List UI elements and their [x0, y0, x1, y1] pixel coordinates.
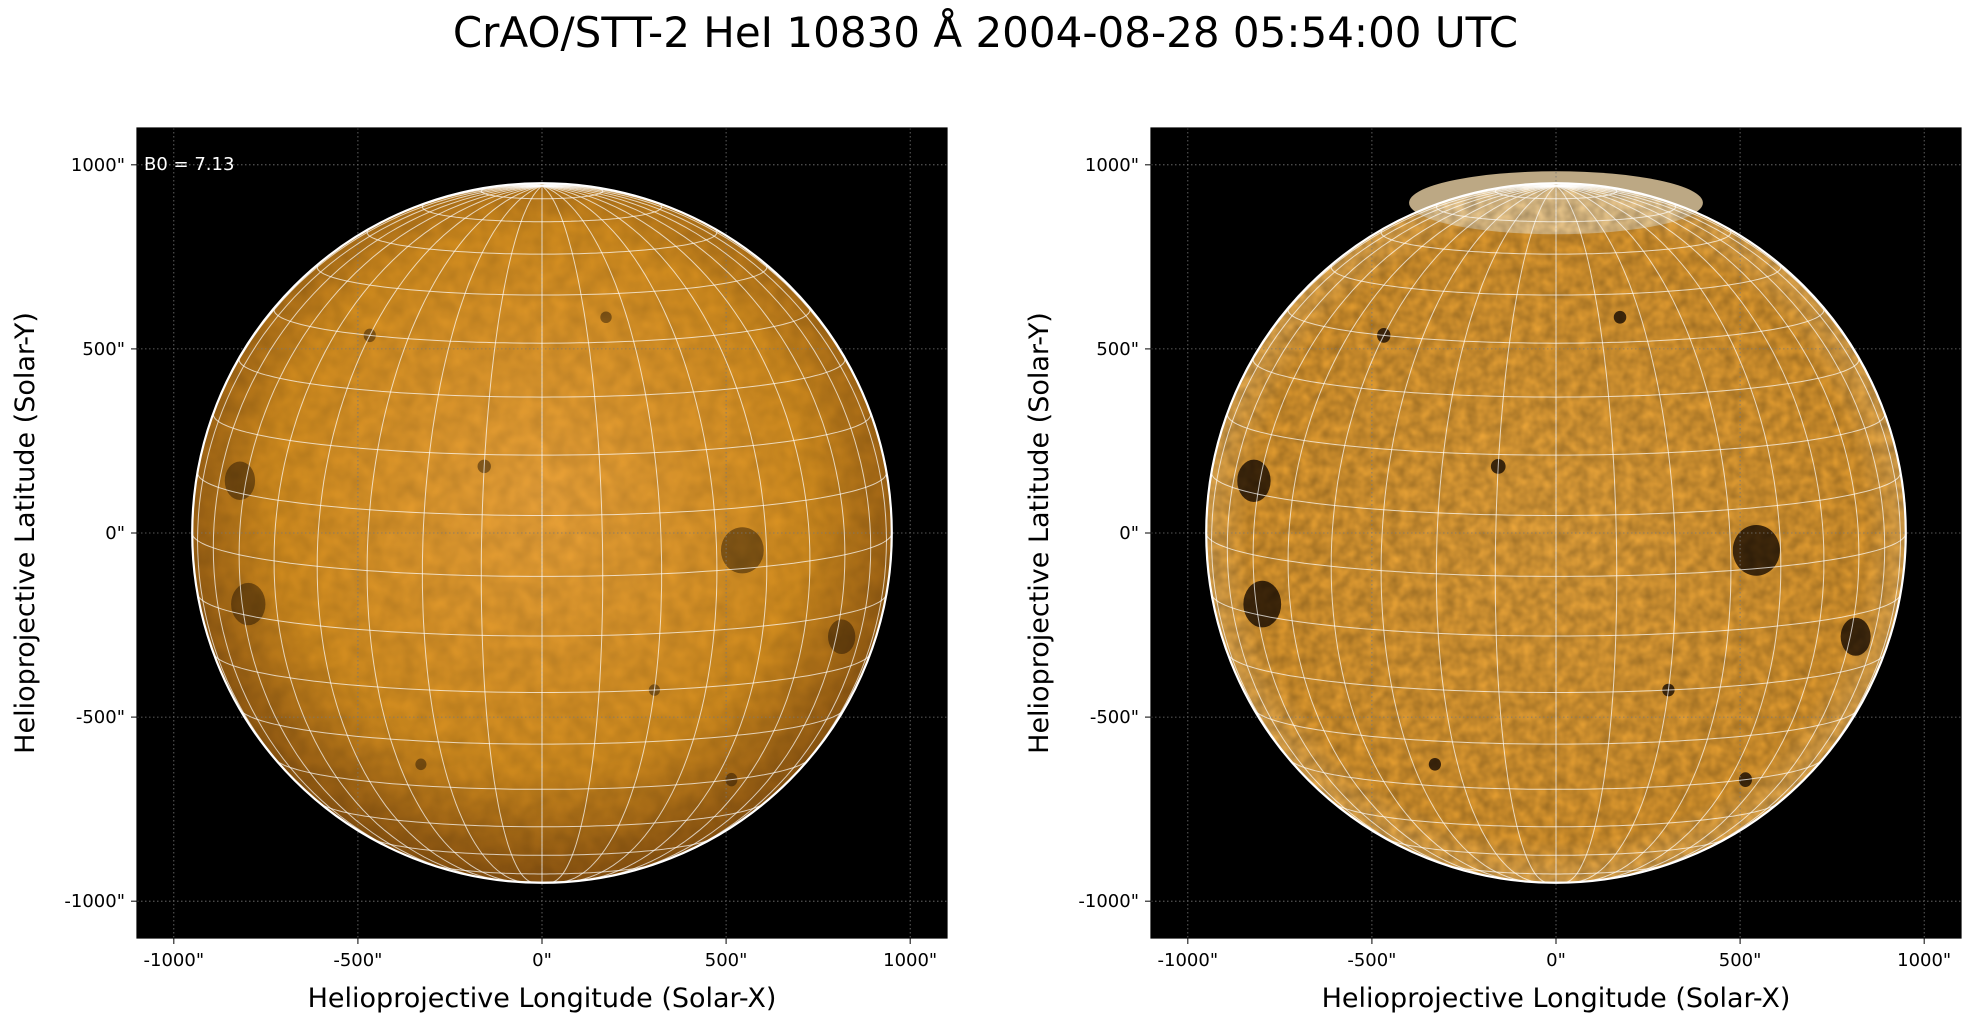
right-grid-longitude-70 [1555, 185, 1886, 861]
left-x-tick-label-3: 500" [705, 950, 748, 971]
right-grid-longitude--80 [1210, 185, 1557, 819]
right-axis-ticks: -1000" 1000" -500" 500" 0" 0" 500" -500" 1000" -1… [1078, 155, 1951, 971]
right-solar-limb [1205, 182, 1907, 884]
right-grid-longitude--20 [1435, 185, 1557, 883]
figure-title: CrAO/STT-2 HeI 10830 Å 2004-08-28 05:54:… [452, 8, 1519, 57]
left-y-axis-label: Helioprojective Latitude (Solar-Y) [10, 312, 41, 754]
left-y-tick-label-2: 0" [105, 523, 125, 544]
right-x-tick-label-4: 1000" [1897, 950, 1951, 971]
left-grid-longitude-80 [541, 185, 888, 819]
right-grid-longitude-40 [1555, 185, 1782, 882]
right-y-tick-label-3: -500" [1090, 707, 1139, 728]
left-x-tick-label-4: 1000" [883, 950, 937, 971]
left-grid-longitude-50 [541, 185, 811, 879]
right-grid-longitude-80 [1555, 185, 1902, 819]
right-grid-longitude--30 [1380, 185, 1557, 882]
right-y-tick-label-1: 500" [1096, 339, 1139, 360]
right-x-axis-label: Helioprojective Longitude (Solar-X) [1322, 983, 1791, 1014]
right-grid-longitude-60 [1555, 185, 1860, 874]
right-grid-longitude--50 [1287, 185, 1557, 879]
left-grid-longitude--20 [421, 185, 543, 883]
right-grid-longitude--60 [1252, 185, 1557, 874]
left-grid-longitude--70 [212, 185, 543, 861]
left-grid-longitude--40 [316, 185, 543, 882]
left-y-tick-label-1: 500" [82, 339, 125, 360]
left-solar-limb [191, 182, 893, 884]
left-y-tick-label-4: -1000" [64, 891, 125, 912]
left-grid-longitude-10 [541, 185, 604, 884]
right-y-tick-label-0: 1000" [1085, 155, 1139, 176]
right-y-tick-label-2: 0" [1119, 523, 1139, 544]
right-grid-longitude-10 [1555, 185, 1618, 884]
left-x-tick-label-0: -1000" [144, 950, 205, 971]
left-axis-ticks: -1000" 1000" -500" 500" 0" 0" 500" -500" 1000" -1… [64, 155, 937, 971]
right-grid-longitude--10 [1494, 185, 1557, 884]
left-grid-longitude--30 [366, 185, 543, 882]
right-grid-longitude-50 [1555, 185, 1825, 879]
left-grid-longitude--80 [196, 185, 543, 819]
left-grid-longitude-20 [541, 185, 663, 883]
left-x-axis-label: Helioprojective Longitude (Solar-X) [308, 983, 777, 1014]
left-grid-longitude--10 [480, 185, 543, 884]
right-y-axis-label: Helioprojective Latitude (Solar-Y) [1024, 312, 1055, 754]
left-b0-annotation: B0 = 7.13 [144, 154, 234, 175]
right-grid-longitude-20 [1555, 185, 1677, 883]
left-x-tick-label-2: 0" [532, 950, 552, 971]
left-grid-longitude-70 [541, 185, 872, 861]
right-y-tick-label-4: -1000" [1078, 891, 1139, 912]
left-grid-longitude-60 [541, 185, 846, 874]
right-x-tick-label-2: 0" [1546, 950, 1566, 971]
left-y-tick-label-3: -500" [76, 707, 125, 728]
right-grid-longitude--40 [1330, 185, 1557, 882]
right-x-tick-label-3: 500" [1719, 950, 1762, 971]
left-grid-longitude-40 [541, 185, 768, 882]
right-grid-longitude-30 [1555, 185, 1732, 882]
left-y-tick-label-0: 1000" [71, 155, 125, 176]
right-heliographic-grid [1205, 182, 1907, 884]
left-grid-longitude--60 [238, 185, 543, 874]
right-grid-longitude--70 [1226, 185, 1557, 861]
right-x-tick-label-1: -500" [1347, 950, 1396, 971]
left-grid-longitude-30 [541, 185, 718, 882]
left-x-tick-label-1: -500" [333, 950, 382, 971]
left-grid-longitude--50 [273, 185, 543, 879]
right-x-tick-label-0: -1000" [1158, 950, 1219, 971]
